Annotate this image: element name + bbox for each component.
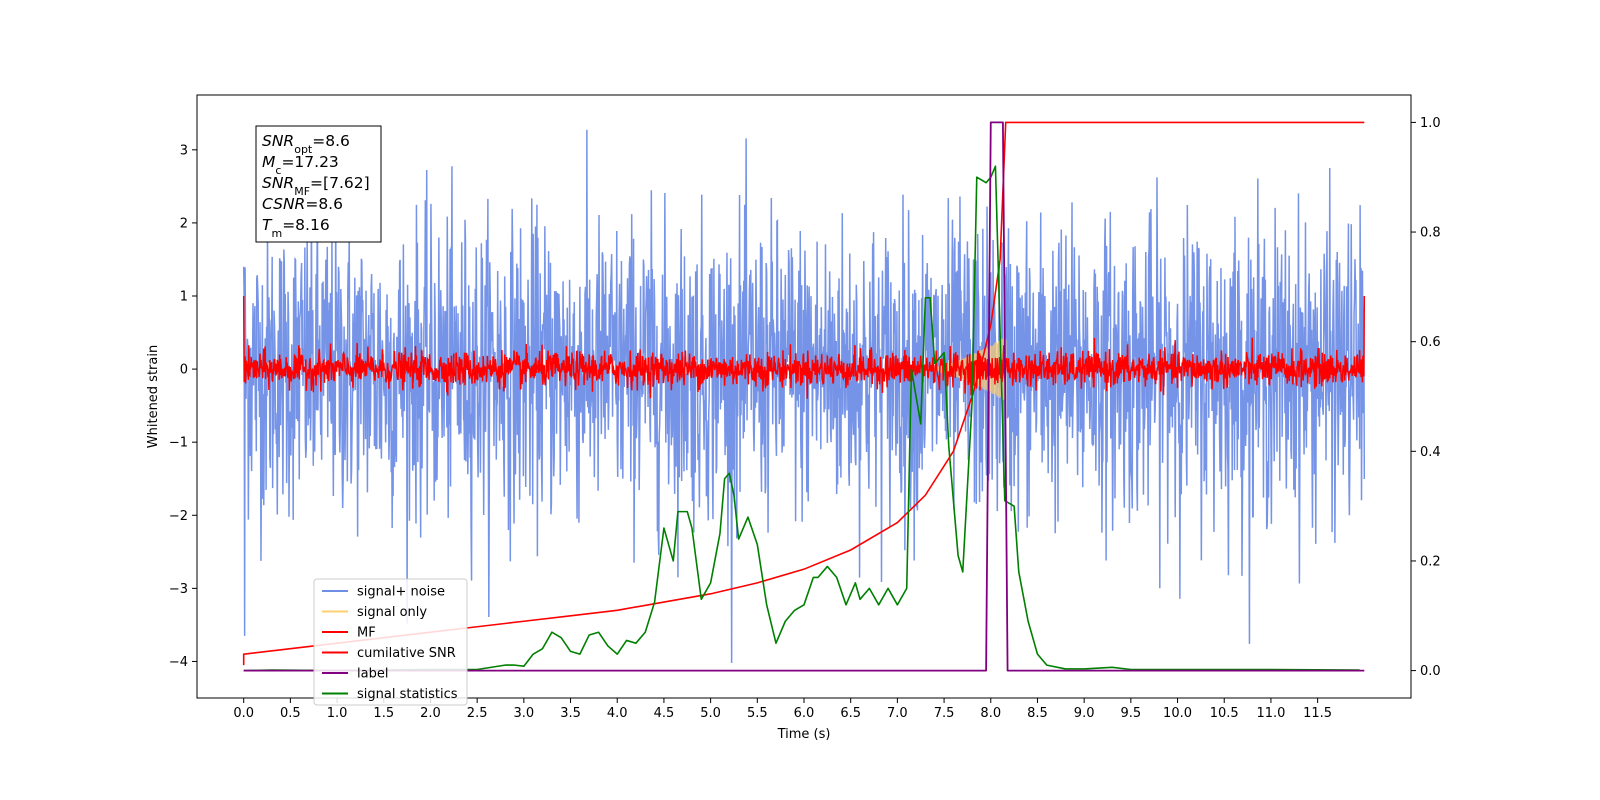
x-tick-label: 6.5 [840,706,861,721]
x-tick-label: 3.5 [560,706,581,721]
x-tick-label: 0.5 [280,706,301,721]
series-signal-noise [242,129,1366,664]
legend-item-label: signal statistics [357,687,458,702]
x-axis-label: Time (s) [777,727,831,742]
info-snr-opt: SNRopt=8.6 [262,132,350,156]
y-tick-label: −3 [169,582,188,597]
y2-tick-label: 1.0 [1420,116,1441,131]
x-tick-label: 3.0 [514,706,535,721]
x-tick-label: 8.5 [1027,706,1048,721]
y-tick-label: 1 [180,290,188,305]
y2-tick-label: 0.4 [1420,445,1441,460]
info-box: SNRopt=8.6 Mc=17.23 SNRMF=[7.62] CSNR=8.… [255,125,382,243]
y2-tick-label: 0.8 [1420,226,1441,241]
y-tick-label: 3 [180,143,188,158]
y-tick-label: −2 [169,509,188,524]
x-tick-label: 11.0 [1256,706,1285,721]
y-tick-label: −1 [169,436,188,451]
x-tick-label: 5.5 [747,706,768,721]
x-tick-label: 2.0 [420,706,441,721]
legend-item-label: MF [357,626,376,641]
x-tick-label: 10.5 [1210,706,1239,721]
x-tick-label: 8.0 [980,706,1001,721]
x-tick-label: 7.5 [934,706,955,721]
x-tick-label: 4.5 [654,706,675,721]
y-axis-label: Whitened strain [146,345,161,448]
x-tick-label: 6.0 [794,706,815,721]
x-tick-label: 9.0 [1074,706,1095,721]
x-tick-label: 5.0 [700,706,721,721]
x-tick-label: 0.0 [233,706,254,721]
legend-item-label: cumilative SNR [357,646,456,661]
legend: signal+ noise signal only MF cumilative SNR… [313,578,468,706]
legend-item-label: label [357,667,388,682]
x-tick-label: 9.5 [1121,706,1142,721]
series-mf [242,295,1366,399]
y2-tick-label: 0.0 [1420,664,1441,679]
axes-ticks: 0.0 0.5 1.0 1.5 2.0 2.5 3.0 3.5 4.0 4.5 5.0 5.5 6.0 6… [169,116,1441,721]
y-tick-label: 0 [180,363,188,378]
y-tick-label: −4 [169,655,188,670]
x-tick-label: 2.5 [467,706,488,721]
x-tick-label: 11.5 [1303,706,1332,721]
x-tick-label: 10.0 [1163,706,1192,721]
y2-tick-label: 0.2 [1420,554,1441,569]
legend-item-label: signal+ noise [357,585,445,600]
series-label [243,121,1365,672]
y-tick-label: 2 [180,216,188,231]
legend-item-label: signal only [357,605,427,620]
x-tick-label: 7.0 [887,706,908,721]
info-snr-mf: SNRMF=[7.62] [262,174,370,198]
x-tick-label: 1.5 [373,706,394,721]
x-tick-label: 4.0 [607,706,628,721]
info-merger-time: Tm=8.16 [262,216,330,240]
x-tick-label: 1.0 [327,706,348,721]
series-signal-statistics [243,165,1360,672]
info-csnr: CSNR=8.6 [262,195,343,213]
legend-frame [313,578,468,706]
info-chirp-mass: Mc=17.23 [262,153,339,177]
y2-tick-label: 0.6 [1420,335,1441,350]
info-box-frame [255,125,382,243]
